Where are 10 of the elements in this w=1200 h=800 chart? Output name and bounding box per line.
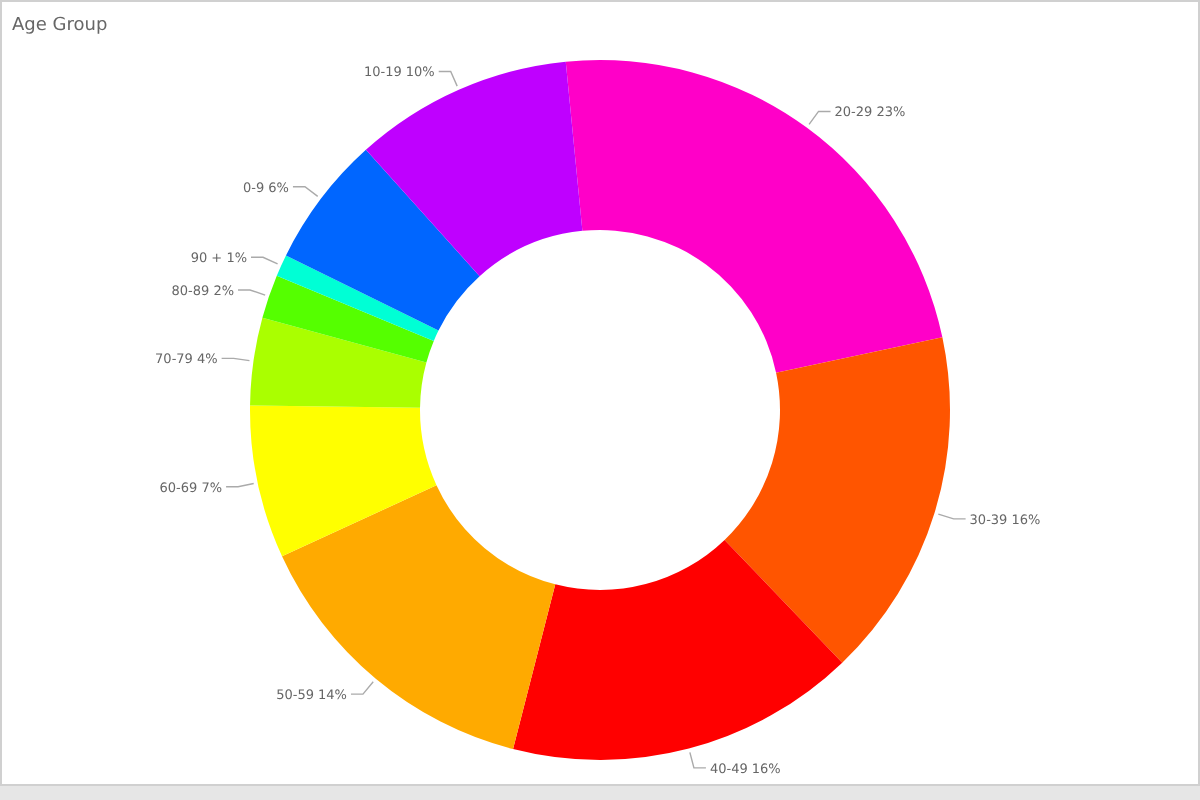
donut-slice: [250, 317, 427, 408]
donut-slice: [250, 405, 437, 557]
donut-slice: [276, 255, 439, 341]
donut-slice: [285, 149, 480, 331]
donut-slice: [724, 337, 950, 663]
donut-slice: [513, 539, 843, 760]
donut-slice: [262, 275, 434, 363]
donut-slice: [365, 61, 583, 277]
donut-slice: [565, 60, 943, 373]
chart-title: Age Group: [12, 16, 108, 36]
